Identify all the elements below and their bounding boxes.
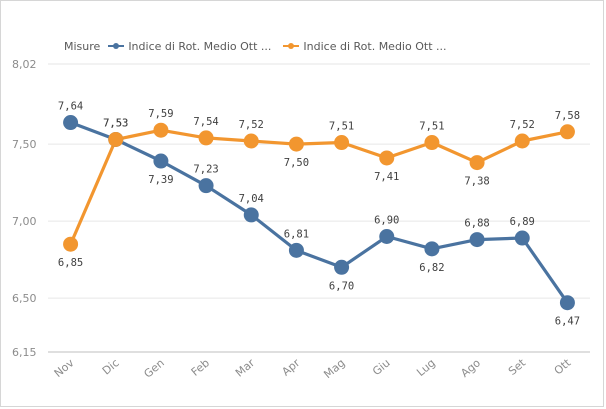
legend-label-series-2: Indice di Rot. Medio Ott ... xyxy=(303,39,447,53)
series-line-1[interactable] xyxy=(70,121,569,304)
data-label-series-2: 7,54 xyxy=(193,116,218,128)
data-label-series-2: 7,50 xyxy=(284,157,309,169)
x-tick-label: Mag xyxy=(321,356,347,381)
data-point-series-1[interactable] xyxy=(334,259,350,275)
chart-legend[interactable]: Misure Indice di Rot. Medio Ott ... Indi… xyxy=(64,38,459,54)
y-tick-label: 7,00 xyxy=(12,215,37,228)
data-label-series-2: 7,51 xyxy=(419,121,444,133)
legend-item-series-2[interactable]: Indice di Rot. Medio Ott ... xyxy=(283,39,447,53)
x-tick-label: Apr xyxy=(279,356,302,378)
data-point-series-1[interactable] xyxy=(63,115,79,131)
data-label-series-2: 7,51 xyxy=(329,121,354,133)
data-label-series-2: 7,59 xyxy=(148,108,173,120)
x-tick-label: Dic xyxy=(100,356,122,377)
x-tick-label: Mar xyxy=(233,356,258,380)
data-point-series-2[interactable] xyxy=(63,236,79,252)
data-point-series-2[interactable] xyxy=(334,135,350,151)
data-label-series-1: 7,53 xyxy=(103,117,128,129)
data-label-series-1: 7,64 xyxy=(58,101,83,113)
x-tick-label: Giu xyxy=(370,356,393,378)
data-label-series-1: 7,04 xyxy=(239,193,264,205)
data-point-series-1[interactable] xyxy=(243,207,259,223)
data-point-series-2[interactable] xyxy=(514,133,530,149)
legend-title: Misure xyxy=(64,39,101,53)
data-point-series-1[interactable] xyxy=(288,242,304,258)
legend-marker-series-1 xyxy=(108,41,125,51)
data-label-series-2: 7,52 xyxy=(239,119,264,131)
data-label-series-1: 6,89 xyxy=(510,216,535,228)
data-point-series-1[interactable] xyxy=(469,232,485,248)
data-point-series-1[interactable] xyxy=(424,241,440,257)
data-label-series-1: 6,82 xyxy=(419,262,444,274)
data-label-series-1: 6,81 xyxy=(284,228,309,240)
data-point-series-2[interactable] xyxy=(198,130,214,146)
data-point-series-1[interactable] xyxy=(153,153,169,169)
data-label-series-1: 7,23 xyxy=(193,164,218,176)
y-tick-label: 6,15 xyxy=(12,346,37,359)
data-point-series-2[interactable] xyxy=(153,122,169,138)
data-label-series-1: 6,70 xyxy=(329,280,354,292)
x-tick-label: Feb xyxy=(189,356,212,378)
data-point-series-2[interactable] xyxy=(288,136,304,152)
data-point-series-1[interactable] xyxy=(198,178,214,194)
data-point-series-2[interactable] xyxy=(424,135,440,151)
legend-label-series-1: Indice di Rot. Medio Ott ... xyxy=(128,39,272,53)
data-point-series-2[interactable] xyxy=(559,124,575,140)
series-line-2[interactable] xyxy=(69,128,568,245)
data-point-series-2[interactable] xyxy=(469,155,485,171)
x-tick-label: Lug xyxy=(414,356,438,379)
x-tick-label: Gen xyxy=(141,356,166,380)
data-point-series-1[interactable] xyxy=(379,228,395,244)
data-label-series-2: 6,85 xyxy=(58,257,83,269)
data-point-series-1[interactable] xyxy=(514,230,530,246)
data-label-series-2: 7,52 xyxy=(510,119,535,131)
x-tick-label: Nov xyxy=(52,356,77,380)
data-label-series-2: 7,41 xyxy=(374,171,399,183)
data-label-series-2: 7,53 xyxy=(103,117,128,129)
data-label-series-1: 6,88 xyxy=(464,218,489,230)
data-label-series-1: 7,39 xyxy=(148,174,173,186)
data-label-series-1: 6,90 xyxy=(374,214,399,226)
data-label-series-1: 6,47 xyxy=(555,316,580,328)
y-tick-label: 8,02 xyxy=(12,58,37,71)
x-tick-label: Set xyxy=(506,356,529,378)
x-tick-label: Ago xyxy=(458,356,483,380)
y-tick-label: 6,50 xyxy=(12,292,37,305)
x-tick-label: Ott xyxy=(552,356,574,378)
data-point-series-2[interactable] xyxy=(108,131,124,147)
y-tick-label: 7,50 xyxy=(12,138,37,151)
data-point-series-2[interactable] xyxy=(243,133,259,149)
data-label-series-2: 7,58 xyxy=(555,110,580,122)
legend-item-series-1[interactable]: Indice di Rot. Medio Ott ... xyxy=(108,40,271,53)
data-label-series-2: 7,38 xyxy=(464,176,489,188)
data-point-series-1[interactable] xyxy=(559,295,575,311)
data-point-series-2[interactable] xyxy=(379,150,395,166)
legend-marker-series-2 xyxy=(283,41,300,51)
